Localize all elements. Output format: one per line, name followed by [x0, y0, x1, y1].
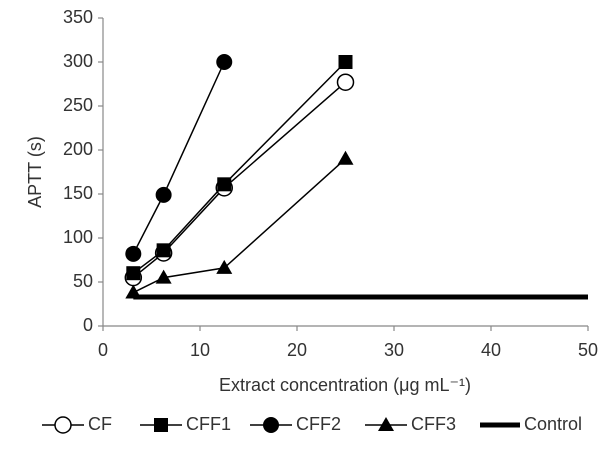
x-tick-label: 20 [287, 340, 307, 360]
y-tick-label: 250 [63, 95, 93, 115]
legend-marker [54, 416, 72, 434]
legend-item: CFF3 [365, 414, 456, 434]
y-tick-label: 50 [73, 271, 93, 291]
y-axis-label: APTT (s) [25, 136, 45, 208]
legend-item: CF [42, 414, 112, 434]
marker [217, 177, 232, 192]
x-tick-label: 40 [481, 340, 501, 360]
x-tick-label: 30 [384, 340, 404, 360]
marker [155, 186, 172, 203]
x-tick-label: 50 [578, 340, 598, 360]
series-line [132, 81, 346, 279]
legend-marker [154, 418, 168, 432]
legend-label: Control [524, 414, 582, 434]
legend-item: Control [480, 414, 582, 434]
y-tick-label: 0 [83, 315, 93, 335]
marker [126, 266, 141, 281]
x-axis-label: Extract concentration (μg mL⁻¹) [219, 375, 471, 395]
y-tick-label: 200 [63, 139, 93, 159]
y-tick-label: 150 [63, 183, 93, 203]
x-tick-label: 0 [98, 340, 108, 360]
legend-marker [263, 417, 279, 433]
x-tick-label: 10 [190, 340, 210, 360]
legend-label: CFF3 [411, 414, 456, 434]
legend-label: CF [88, 414, 112, 434]
y-tick-label: 350 [63, 7, 93, 27]
legend-label: CFF1 [186, 414, 231, 434]
legend-item: CFF1 [140, 414, 231, 434]
legend-marker [378, 417, 394, 431]
marker [216, 259, 233, 274]
marker [155, 269, 172, 284]
marker [125, 245, 142, 262]
series-line [132, 158, 347, 294]
marker [156, 243, 171, 258]
series-line [132, 61, 225, 255]
y-tick-label: 300 [63, 51, 93, 71]
series-line [132, 61, 347, 274]
legend-item: CFF2 [250, 414, 341, 434]
marker [216, 54, 233, 70]
marker [338, 55, 353, 69]
marker [336, 73, 355, 91]
legend-label: CFF2 [296, 414, 341, 434]
marker [337, 150, 354, 165]
y-tick-label: 100 [63, 227, 93, 247]
